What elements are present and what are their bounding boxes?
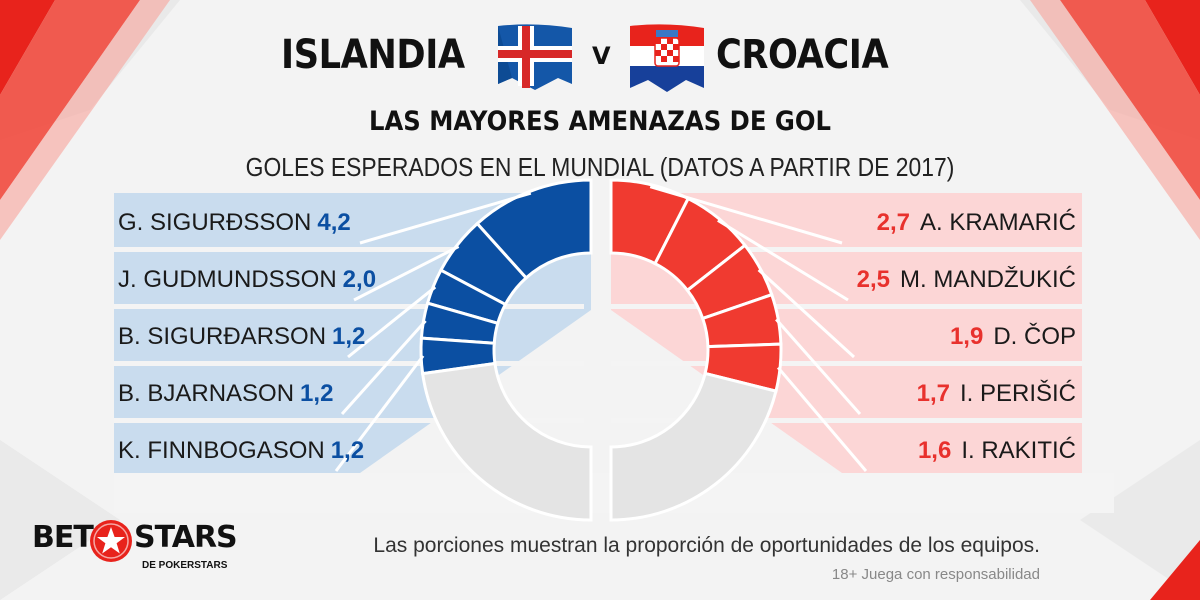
row-divider — [611, 247, 1082, 252]
player-name: B. SIGURÐARSON — [118, 323, 327, 350]
logo-subtitle: DE POKERSTARS — [142, 560, 228, 571]
player-value: 1,9 — [949, 323, 984, 350]
logo-text-stars: STARS — [134, 520, 238, 555]
footnote: Las porciones muestran la proporción de … — [373, 534, 1040, 557]
player-name: G. SIGURÐSSON — [118, 209, 312, 236]
row-divider — [114, 247, 584, 252]
connector-line — [776, 366, 868, 472]
row-divider — [114, 361, 584, 366]
player-name: D. ČOP — [993, 323, 1076, 350]
player-row-left: J. GUDMUNDSSON 2,0 — [118, 254, 376, 306]
connector-line — [359, 191, 532, 245]
player-name: K. FINNBOGASON — [118, 437, 325, 464]
connector-line — [340, 319, 427, 416]
player-name: J. GUDMUNDSSON — [118, 266, 337, 293]
chart-subtitle: GOLES ESPERADOS EN EL MUNDIAL (DATOS A P… — [245, 152, 955, 182]
player-name: M. MANDŽUKIĆ — [900, 266, 1076, 293]
player-row-left: B. BJARNASON 1,2 — [118, 368, 333, 420]
player-name: B. BJARNASON — [118, 380, 295, 407]
player-row-right: 1,6 I. RAKITIĆ — [918, 425, 1076, 477]
iceland-flag-icon — [498, 24, 572, 90]
player-row-left: B. SIGURÐARSON 1,2 — [118, 311, 365, 363]
row-divider — [611, 418, 1082, 423]
player-value: 2,0 — [342, 266, 377, 293]
row-divider — [611, 304, 1082, 309]
connector-line — [353, 245, 460, 302]
player-value: 1,2 — [330, 437, 365, 464]
player-name: A. KRAMARIĆ — [919, 209, 1076, 236]
star-icon — [90, 520, 132, 562]
player-value: 1,6 — [917, 437, 952, 464]
donut-remainder — [609, 371, 778, 522]
player-row-right: 2,7 A. KRAMARIĆ — [877, 197, 1076, 249]
player-name: I. RAKITIĆ — [961, 437, 1076, 464]
connector-line — [717, 219, 849, 302]
responsible-gaming-note: 18+ Juega con responsabilidad — [831, 566, 1040, 583]
row-divider — [114, 418, 584, 423]
title-row: ISLANDIA V CROACIA — [0, 8, 1200, 92]
player-row-right: 1,7 I. PERIŠIĆ — [917, 368, 1076, 420]
player-row-left: G. SIGURÐSSON 4,2 — [118, 197, 351, 249]
team-left-name: ISLANDIA — [281, 32, 465, 78]
logo-text-bet: BET — [32, 520, 94, 555]
player-value: 1,7 — [916, 380, 950, 407]
connector-line — [334, 354, 425, 472]
connector-line — [649, 185, 843, 245]
player-value: 4,2 — [317, 209, 351, 236]
row-divider — [611, 361, 1082, 366]
row-divider — [114, 304, 584, 309]
player-row-right: 1,9 D. ČOP — [950, 311, 1076, 363]
connector-line — [757, 268, 856, 359]
donut-remainder — [420, 361, 593, 522]
player-value: 2,7 — [876, 209, 910, 236]
versus-label: V — [592, 42, 611, 70]
player-value: 1,2 — [332, 323, 366, 350]
player-row-right: 2,5 M. MANDŽUKIĆ — [857, 254, 1076, 306]
team-right-name: CROACIA — [716, 32, 889, 78]
player-value: 1,2 — [300, 380, 334, 407]
connector-line — [347, 285, 437, 359]
croatia-flag-icon — [630, 24, 704, 92]
betstars-logo: BET STARS DE POKERSTARS — [30, 520, 240, 580]
player-name: I. PERIŠIĆ — [959, 380, 1076, 407]
chart-title: LAS MAYORES AMENAZAS DE GOL — [368, 106, 832, 137]
player-value: 2,5 — [856, 266, 890, 293]
connector-line — [775, 318, 862, 415]
player-row-left: K. FINNBOGASON 1,2 — [118, 425, 364, 477]
